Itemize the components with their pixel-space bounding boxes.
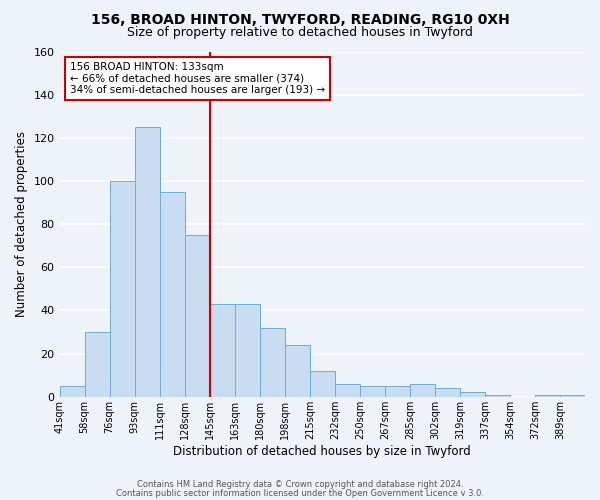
Bar [310, 371, 335, 397]
Bar [485, 394, 510, 397]
Bar [535, 394, 560, 397]
Text: Contains HM Land Registry data © Crown copyright and database right 2024.: Contains HM Land Registry data © Crown c… [137, 480, 463, 489]
Bar [209, 304, 235, 397]
Bar [85, 332, 110, 397]
Bar [560, 394, 585, 397]
Bar [335, 384, 360, 397]
X-axis label: Distribution of detached houses by size in Twyford: Distribution of detached houses by size … [173, 444, 471, 458]
Bar [185, 235, 209, 397]
Bar [260, 328, 285, 397]
Bar [134, 127, 160, 397]
Y-axis label: Number of detached properties: Number of detached properties [15, 131, 28, 317]
Text: Contains public sector information licensed under the Open Government Licence v : Contains public sector information licen… [116, 488, 484, 498]
Bar [435, 388, 460, 397]
Text: Size of property relative to detached houses in Twyford: Size of property relative to detached ho… [127, 26, 473, 39]
Bar [235, 304, 260, 397]
Bar [385, 386, 410, 397]
Bar [360, 386, 385, 397]
Bar [160, 192, 185, 397]
Bar [285, 345, 310, 397]
Text: 156, BROAD HINTON, TWYFORD, READING, RG10 0XH: 156, BROAD HINTON, TWYFORD, READING, RG1… [91, 12, 509, 26]
Text: 156 BROAD HINTON: 133sqm
← 66% of detached houses are smaller (374)
34% of semi-: 156 BROAD HINTON: 133sqm ← 66% of detach… [70, 62, 325, 95]
Bar [59, 386, 85, 397]
Bar [110, 181, 134, 397]
Bar [460, 392, 485, 397]
Bar [410, 384, 435, 397]
